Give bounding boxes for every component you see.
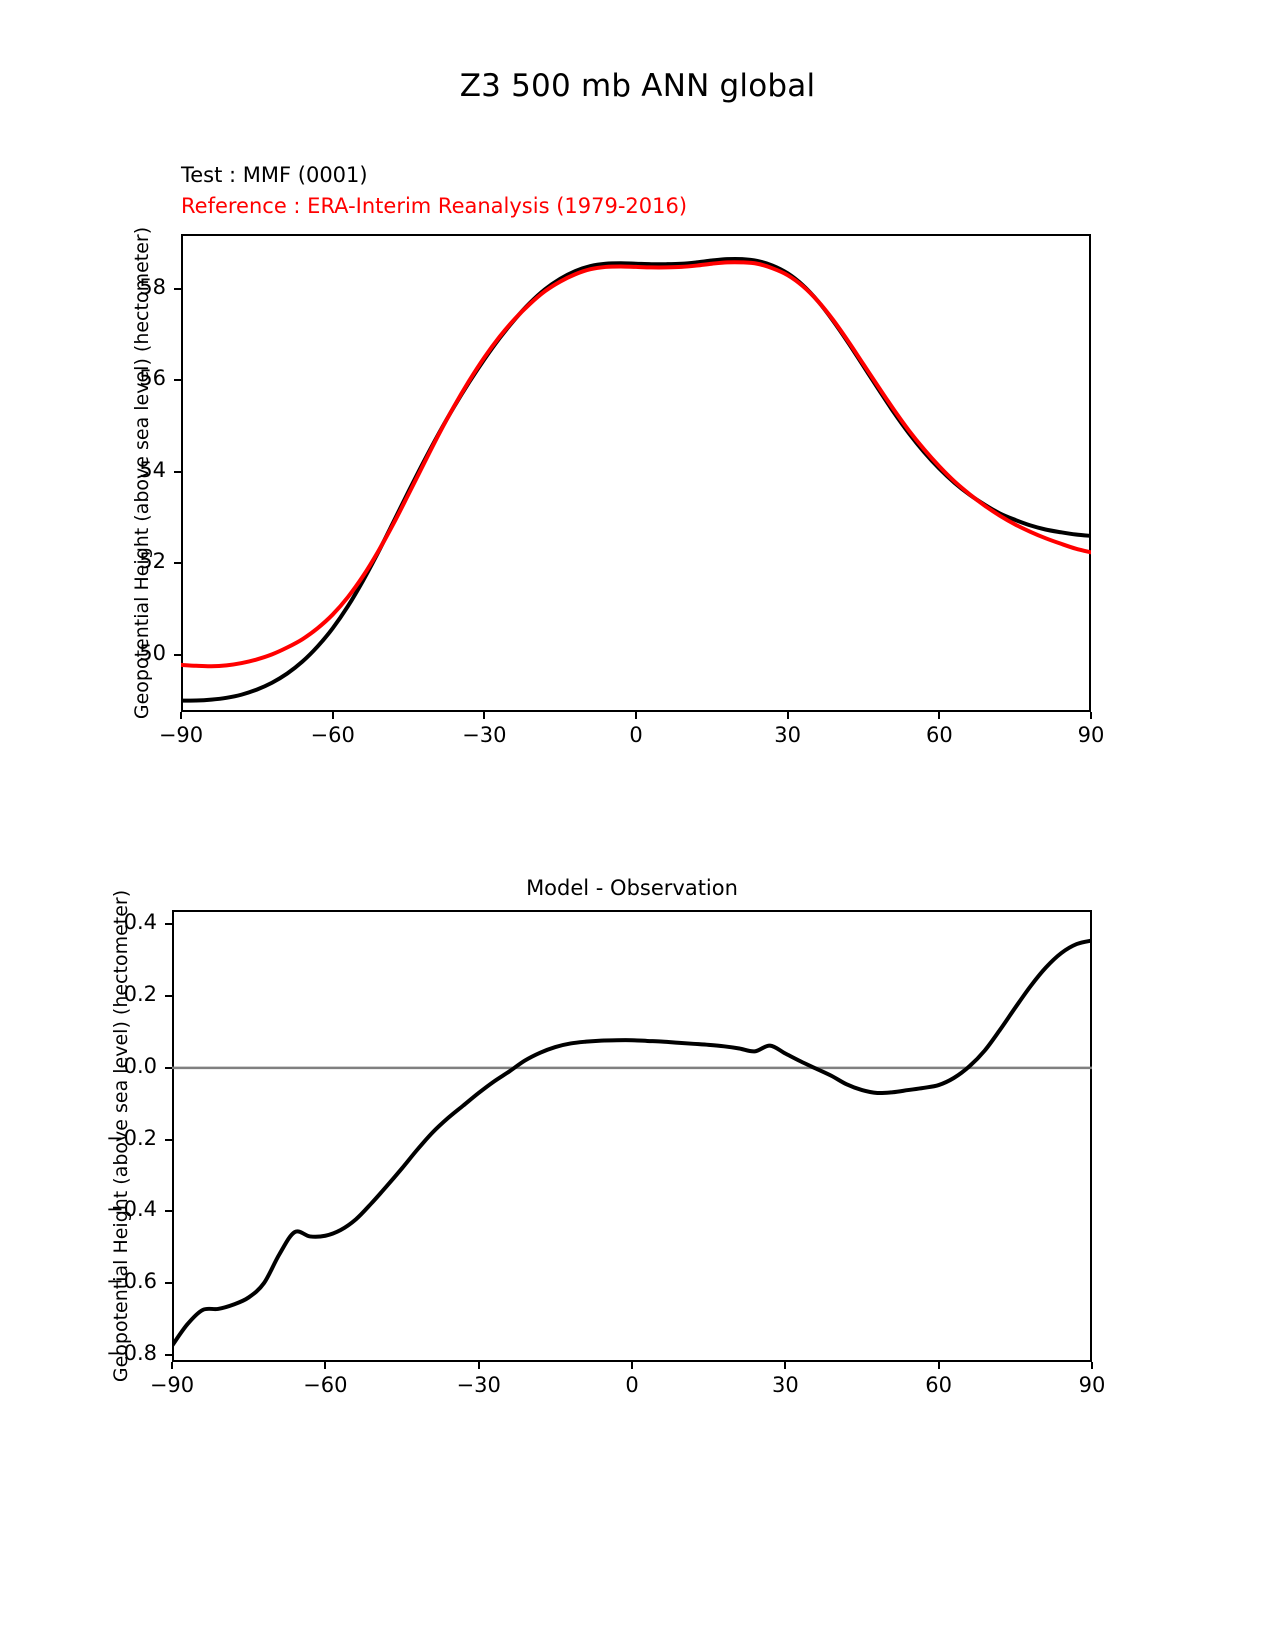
y-tick-mark	[165, 923, 172, 926]
y-tick-label: 56	[139, 366, 166, 391]
x-tick-label: 30	[774, 723, 802, 747]
x-tick-mark	[631, 1362, 633, 1369]
legend-test-label: Test : MMF (0001)	[181, 163, 368, 187]
y-tick-label: 0.0	[123, 1053, 157, 1078]
x-tick-label: 30	[771, 1373, 799, 1397]
y-tick-label: −0.6	[106, 1269, 157, 1294]
x-tick-mark	[171, 1362, 173, 1369]
y-tick-label: 0.2	[123, 982, 157, 1007]
x-tick-mark	[784, 1362, 787, 1369]
x-tick-mark	[324, 1362, 327, 1369]
x-tick-label: 60	[925, 723, 953, 747]
x-tick-label: 0	[625, 1373, 639, 1397]
x-tick-label: −60	[303, 1373, 348, 1397]
page-title: Z3 500 mb ANN global	[459, 68, 816, 104]
x-tick-mark	[937, 1362, 940, 1369]
x-tick-mark	[1090, 712, 1092, 719]
x-tick-label: −90	[158, 723, 204, 747]
x-tick-label: 90	[1078, 1373, 1106, 1397]
difference-panel-plot	[172, 938, 1092, 1348]
x-tick-label: −30	[456, 1373, 501, 1397]
y-tick-label: 50	[139, 640, 166, 665]
y-tick-mark	[165, 995, 172, 998]
legend: Test : MMF (0001) Reference : ERA-Interi…	[181, 160, 687, 222]
y-tick-label: 58	[139, 274, 166, 299]
y-tick-mark	[174, 379, 181, 382]
y-tick-label: −0.4	[106, 1197, 157, 1222]
y-tick-mark	[165, 1066, 172, 1069]
y-tick-mark	[165, 1353, 172, 1356]
y-tick-mark	[174, 653, 181, 656]
x-tick-label: 90	[1077, 723, 1105, 747]
x-tick-label: −30	[462, 723, 507, 747]
y-tick-mark	[165, 1138, 172, 1141]
legend-reference-label: Reference : ERA-Interim Reanalysis (1979…	[181, 194, 688, 218]
x-tick-mark	[483, 712, 486, 719]
x-tick-mark	[331, 712, 334, 719]
x-tick-mark	[477, 1362, 480, 1369]
difference-panel-title: Model - Observation	[526, 876, 738, 900]
y-tick-label: −0.2	[106, 1125, 157, 1150]
series-line-1	[181, 260, 1091, 669]
y-tick-label: −0.8	[106, 1340, 157, 1365]
difference-panel-axes	[172, 910, 1092, 1362]
x-tick-mark	[180, 712, 182, 719]
main-panel-plot	[181, 256, 1091, 703]
y-tick-label: 0.4	[123, 910, 157, 935]
y-tick-mark	[174, 562, 181, 565]
x-tick-label: −90	[149, 1373, 195, 1397]
y-tick-label: 54	[139, 457, 166, 482]
x-tick-label: −60	[310, 723, 355, 747]
y-tick-label: 52	[139, 549, 166, 574]
x-tick-mark	[786, 712, 789, 719]
x-tick-label: 60	[925, 1373, 953, 1397]
y-tick-mark	[165, 1210, 172, 1213]
series-line-0	[172, 938, 1092, 1348]
main-panel-axes	[181, 234, 1091, 712]
y-tick-mark	[174, 287, 181, 290]
x-tick-mark	[635, 712, 637, 719]
x-tick-mark	[938, 712, 941, 719]
y-tick-mark	[174, 470, 181, 473]
x-tick-label: 0	[629, 723, 643, 747]
y-tick-mark	[165, 1282, 172, 1285]
x-tick-mark	[1091, 1362, 1093, 1369]
